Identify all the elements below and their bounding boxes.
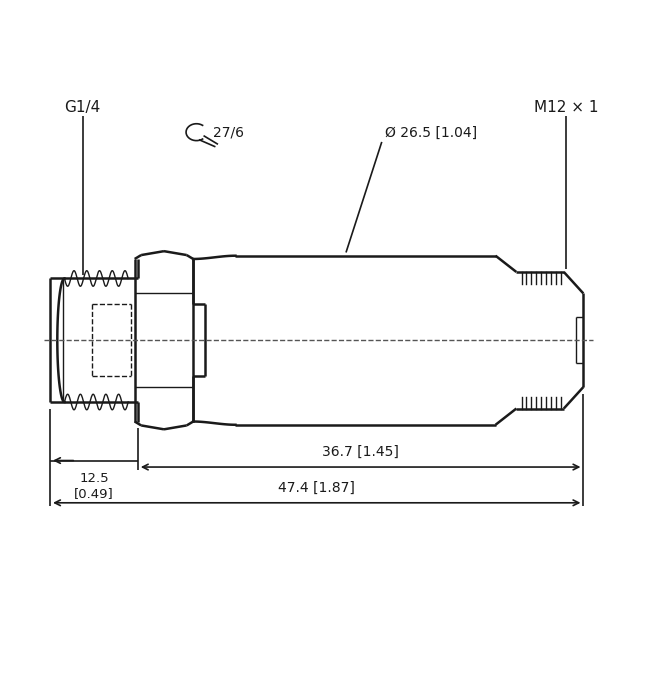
Text: 12.5
[0.49]: 12.5 [0.49] bbox=[74, 473, 114, 500]
Text: G1/4: G1/4 bbox=[65, 99, 101, 115]
Text: 27/6: 27/6 bbox=[213, 126, 244, 140]
Text: 47.4 [1.87]: 47.4 [1.87] bbox=[278, 481, 355, 495]
Text: Ø 26.5 [1.04]: Ø 26.5 [1.04] bbox=[385, 126, 477, 140]
Text: M12 × 1: M12 × 1 bbox=[534, 99, 598, 115]
Text: 36.7 [1.45]: 36.7 [1.45] bbox=[322, 445, 399, 459]
